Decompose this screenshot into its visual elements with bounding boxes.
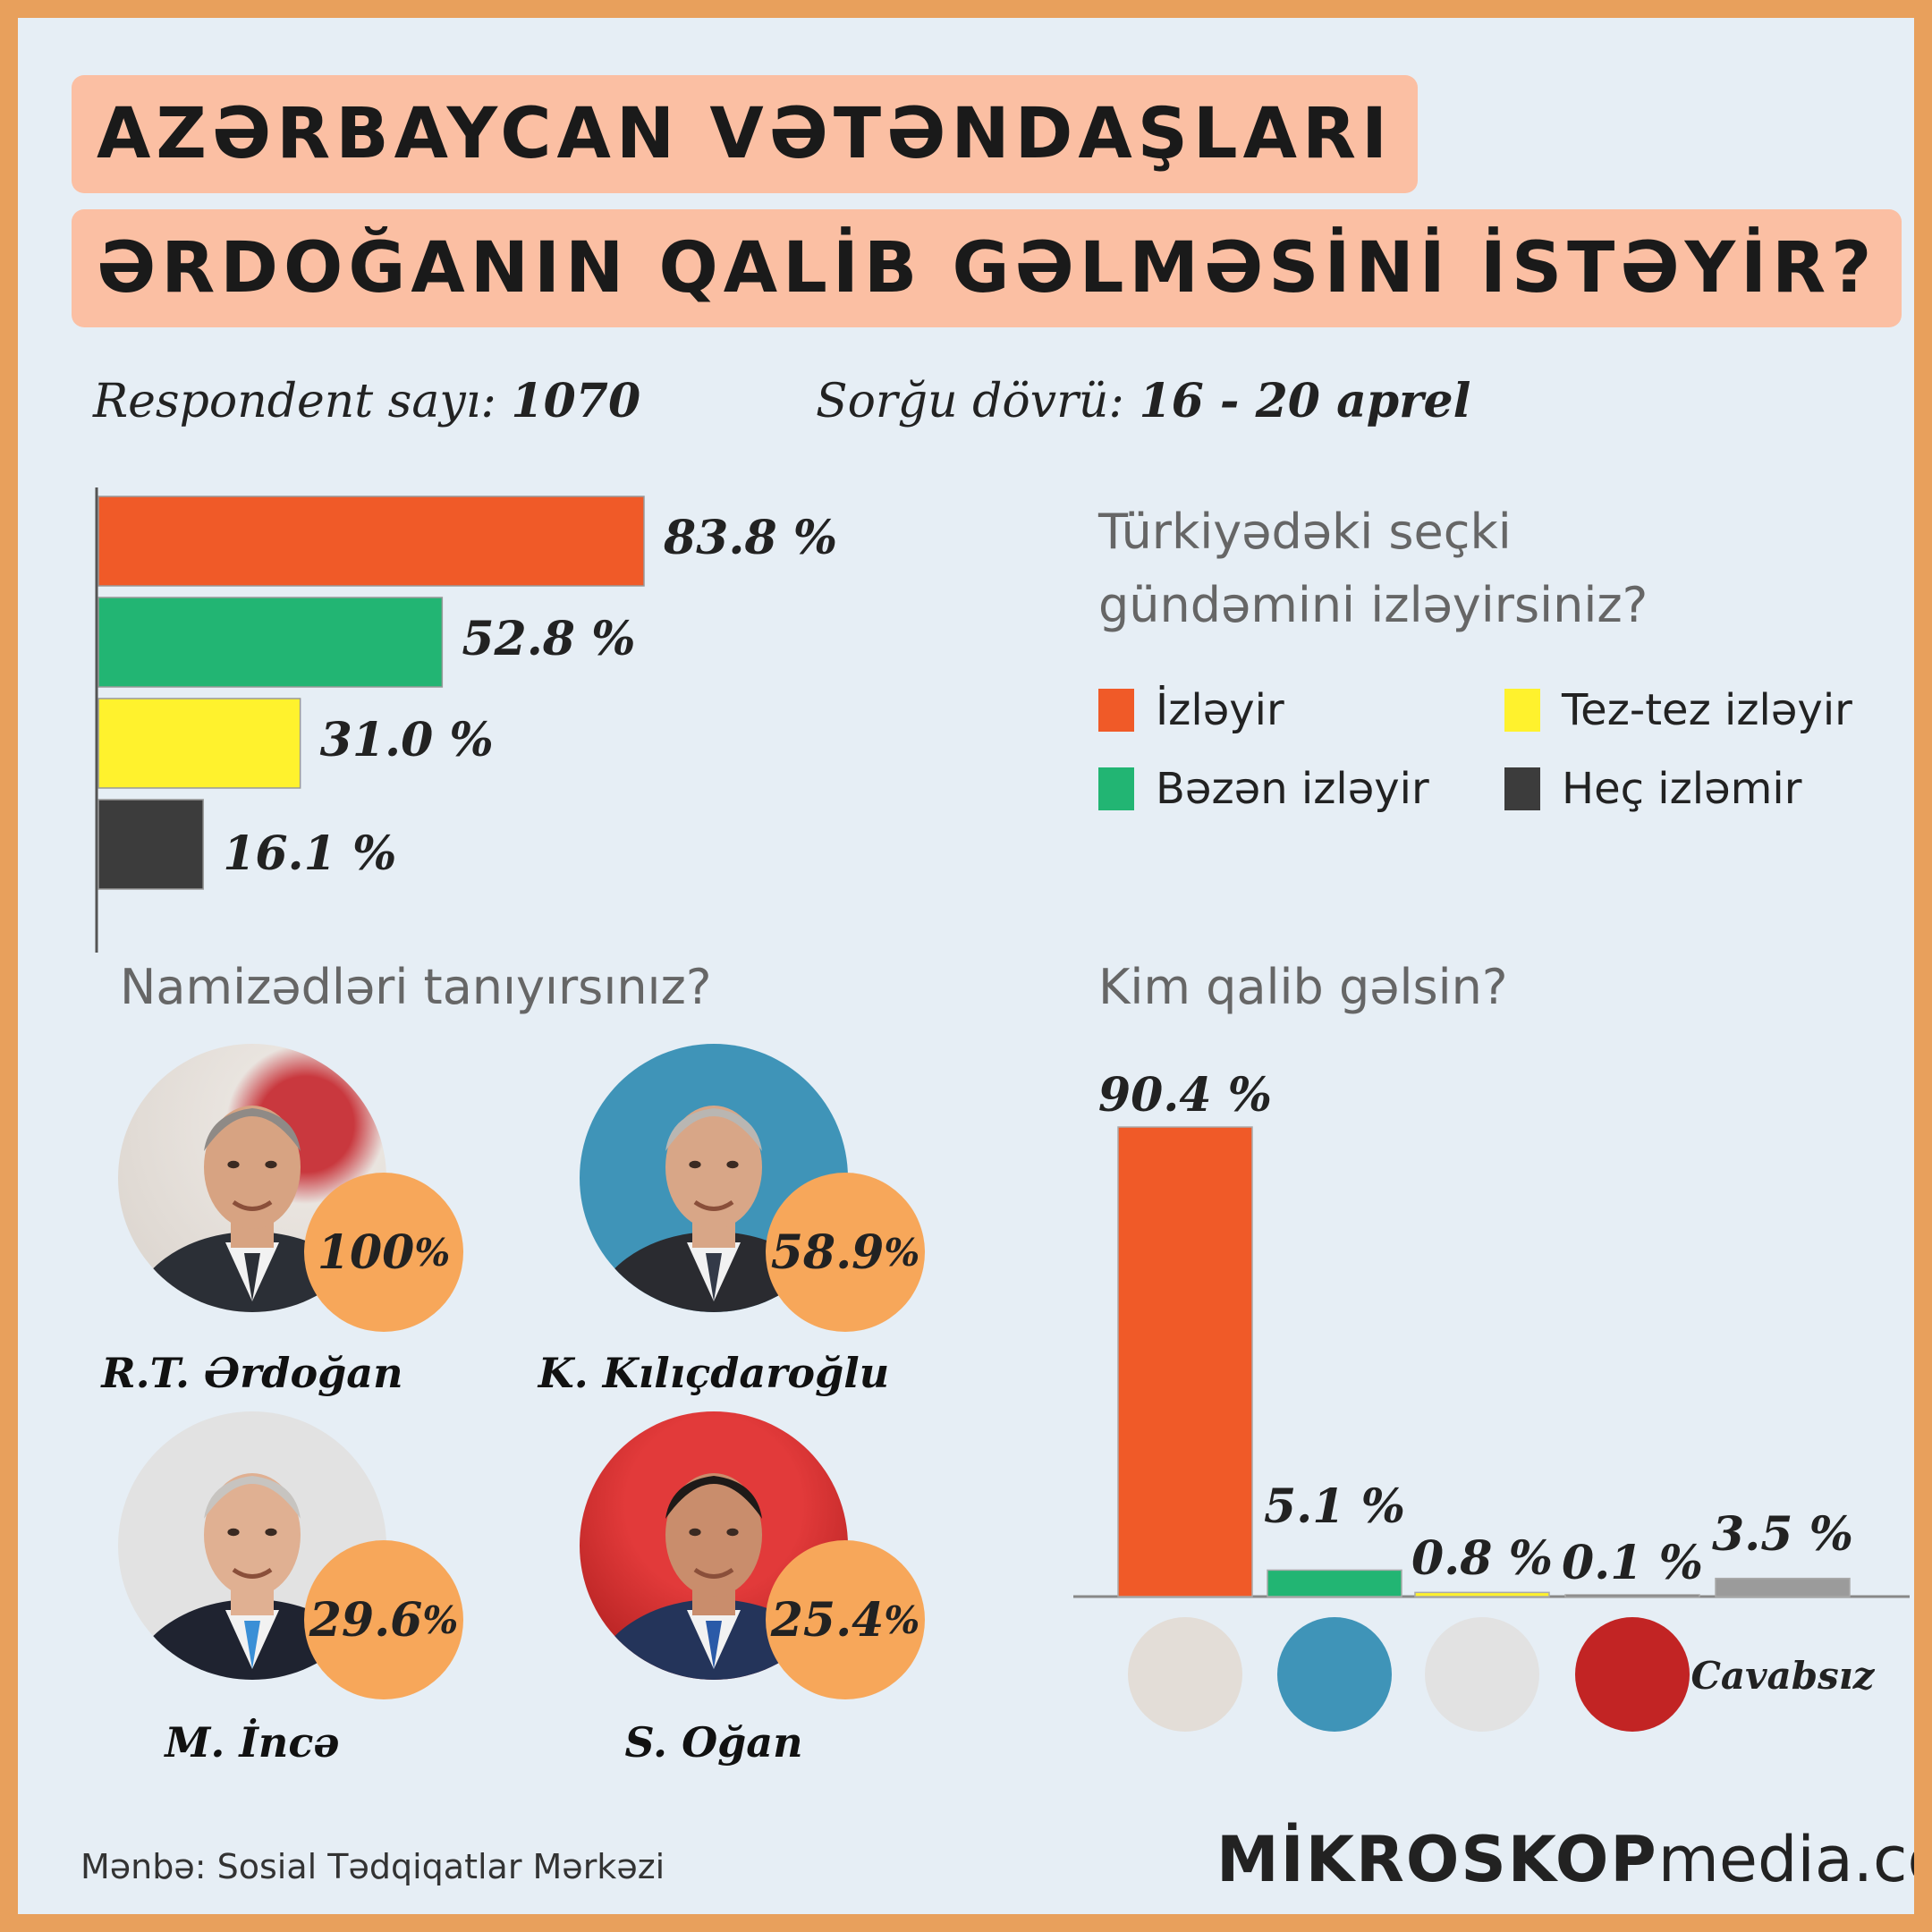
recognition-unit: %	[422, 1597, 459, 1642]
winner-value-label: 90.4 %	[1098, 1068, 1272, 1123]
recognition-unit: %	[414, 1230, 451, 1275]
follow-bar	[97, 496, 645, 587]
legend-item: İzləyir	[1098, 685, 1284, 735]
candidate-name: M. İncə	[165, 1718, 340, 1767]
recognition-value: 58.9	[770, 1224, 885, 1280]
candidate-name: S. Oğan	[624, 1718, 803, 1767]
winner-bar	[1414, 1591, 1550, 1597]
winner-value-label: 5.1 %	[1264, 1479, 1405, 1534]
winner-value-label: 0.1 %	[1562, 1536, 1703, 1590]
brand-bold: MİKROSKOP	[1216, 1823, 1658, 1896]
recognition-badge: 58.9%	[766, 1173, 925, 1332]
legend-swatch	[1098, 767, 1134, 810]
winner-candidate-photo	[1277, 1617, 1392, 1732]
winner-bar	[1564, 1594, 1700, 1597]
winner-bar	[1715, 1577, 1851, 1597]
recognition-unit: %	[884, 1230, 920, 1275]
legend-swatch	[1098, 689, 1134, 732]
recognition-badge: 100%	[304, 1173, 463, 1332]
brand-light: media.com	[1657, 1823, 1914, 1896]
recognition-value: 25.4	[770, 1592, 885, 1648]
follow-value-label: 83.8 %	[663, 511, 837, 565]
brand-logo: MİKROSKOPmedia.com	[1216, 1823, 1914, 1896]
legend-label: Tez-tez izləyir	[1562, 685, 1852, 735]
legend-swatch	[1504, 767, 1540, 810]
legend-label: İzləyir	[1156, 685, 1284, 735]
title-line-1: AZƏRBAYCAN VƏTƏNDAŞLARI	[72, 75, 1419, 193]
legend-item: Tez-tez izləyir	[1504, 685, 1852, 735]
survey-period: Sorğu dövrü: 16 - 20 aprel	[816, 374, 1470, 428]
recognition-value: 100	[317, 1224, 415, 1280]
follow-bar	[97, 597, 444, 688]
follow-bar	[97, 799, 204, 890]
winner-bar	[1267, 1569, 1402, 1597]
recognition-badge: 25.4%	[766, 1540, 925, 1699]
legend-item: Heç izləmir	[1504, 764, 1802, 814]
recognition-unit: %	[884, 1597, 920, 1642]
legend-swatch	[1504, 689, 1540, 732]
follow-chart: 83.8 % 52.8 % 31.0 % 16.1 %	[95, 487, 837, 953]
winner-bar	[1117, 1126, 1253, 1597]
question-know: Namizədləri tanıyırsınız?	[120, 959, 712, 1015]
candidate-portrait	[129, 1473, 376, 1680]
winner-value-label: 0.8 %	[1411, 1531, 1553, 1586]
follow-value-label: 16.1 %	[223, 826, 396, 881]
no-answer-label: Cavabsız	[1690, 1654, 1875, 1698]
question-follow-line-1: Türkiyədəki seçki	[1098, 504, 1512, 560]
winner-candidate-photo	[1128, 1617, 1242, 1732]
question-follow-line-2: gündəmini izləyirsiniz?	[1098, 577, 1648, 633]
follow-value-label: 31.0 %	[320, 713, 494, 767]
legend-label: Bəzən izləyir	[1156, 764, 1429, 814]
winner-value-label: 3.5 %	[1712, 1507, 1853, 1562]
title-line-2: ƏRDOĞANIN QALİB GƏLMƏSİNİ İSTƏYİR?	[72, 209, 1902, 327]
candidate-name: K. Kılıçdaroğlu	[538, 1349, 890, 1397]
respondent-count: Respondent sayı: 1070	[93, 374, 640, 428]
candidate-photo	[118, 1411, 386, 1680]
recognition-value: 29.6	[309, 1592, 423, 1648]
recognition-badge: 29.6%	[304, 1540, 463, 1699]
period-value: 16 - 20 aprel	[1139, 374, 1471, 428]
follow-bar	[97, 698, 301, 789]
candidate-name: R.T. Ərdoğan	[101, 1349, 403, 1397]
infographic: AZƏRBAYCAN VƏTƏNDAŞLARI ƏRDOĞANIN QALİB …	[18, 18, 1914, 1914]
respondent-label: Respondent sayı:	[93, 375, 496, 428]
winner-candidate-photo	[1425, 1617, 1539, 1732]
question-winner: Kim qalib gəlsin?	[1098, 959, 1508, 1015]
winner-chart: 90.4 % 5.1 %0.8 % 0.1 %3.5 % Cavabsız	[1073, 1068, 1910, 1732]
period-label: Sorğu dövrü:	[816, 375, 1124, 428]
respondent-value: 1070	[511, 374, 641, 428]
winner-candidate-photo	[1575, 1617, 1690, 1732]
legend-label: Heç izləmir	[1562, 764, 1802, 814]
follow-value-label: 52.8 %	[462, 612, 635, 666]
question-follow: Türkiyədəki seçki gündəmini izləyirsiniz…	[1098, 496, 1648, 642]
source-note: Mənbə: Sosial Tədqiqatlar Mərkəzi	[80, 1847, 665, 1886]
legend-item: Bəzən izləyir	[1098, 764, 1429, 814]
